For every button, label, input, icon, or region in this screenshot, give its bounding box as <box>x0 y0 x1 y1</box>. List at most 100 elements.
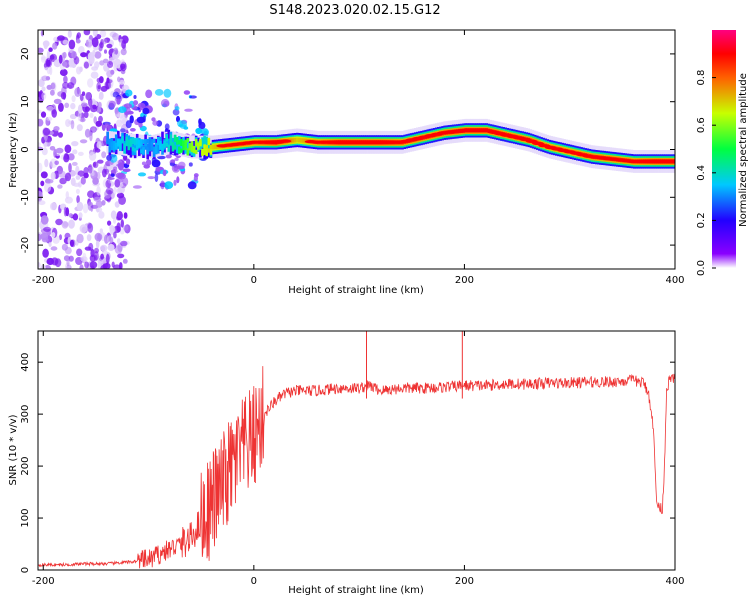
signal-blob <box>154 173 159 183</box>
ridge-segment <box>114 134 118 145</box>
noise-speckle <box>68 162 72 173</box>
noise-speckle <box>71 50 77 59</box>
signal-blob <box>157 155 166 160</box>
ridge-segment <box>142 147 145 155</box>
noise-speckle <box>114 58 122 69</box>
y-tick-label: 300 <box>20 405 31 424</box>
ridge-segment <box>205 136 208 148</box>
noise-speckle <box>79 93 84 102</box>
ridge-segment <box>169 140 173 155</box>
noise-speckle <box>42 248 49 258</box>
ridge-segment <box>117 142 120 147</box>
ridge-segment <box>106 138 109 143</box>
noise-speckle <box>38 47 44 53</box>
noise-speckle <box>82 203 89 214</box>
noise-speckle <box>46 105 54 112</box>
ridge-segment <box>178 140 181 145</box>
noise-speckle <box>38 146 44 151</box>
ridge-segment <box>175 137 179 142</box>
signal-blob <box>106 154 112 161</box>
noise-speckle <box>81 91 86 96</box>
noise-speckle <box>120 219 125 228</box>
signal-blob <box>162 169 167 177</box>
colorbar-ticks: 0.0 0.2 0.4 0.6 0.8 <box>696 70 716 276</box>
y-tick-label: 100 <box>20 508 31 527</box>
signal-blob <box>142 107 150 115</box>
noise-speckle <box>38 109 42 114</box>
noise-speckle <box>46 50 51 61</box>
y-tick-label: 10 <box>20 95 31 108</box>
signal-blob <box>152 120 159 126</box>
signal-blob <box>133 95 137 99</box>
ridge-segment <box>157 137 160 145</box>
noise-speckle <box>40 215 49 225</box>
ridge-segment <box>108 142 112 153</box>
spectrogram-ticks: -200 0 200 400 -20 -10 0 10 20 <box>20 30 685 286</box>
noise-speckle <box>79 224 88 234</box>
ridge-segment <box>184 142 187 150</box>
noise-speckle <box>83 167 89 175</box>
noise-speckle <box>123 212 128 219</box>
ridge-segment <box>207 137 211 145</box>
signal-blob <box>184 108 193 112</box>
noise-speckle <box>82 252 87 261</box>
x-tick-label: 200 <box>455 576 474 587</box>
colorbar-label: Normalized spectral amplitude <box>738 73 749 227</box>
signal-blob <box>138 121 143 128</box>
noise-speckle <box>50 82 56 90</box>
noise-speckle <box>98 76 104 84</box>
signal-blob <box>107 179 111 189</box>
noise-speckle <box>107 61 114 68</box>
signal-blob <box>173 179 177 186</box>
ridge-segment <box>135 137 139 145</box>
noise-speckle <box>95 120 103 127</box>
signal-blob <box>122 177 129 186</box>
noise-speckle <box>38 262 41 268</box>
spectrogram-x-label: Height of straight line (km) <box>288 285 424 296</box>
noise-speckle <box>61 61 68 67</box>
noise-speckle <box>113 264 121 269</box>
noise-speckle <box>71 141 79 147</box>
noise-speckle <box>41 86 46 92</box>
noise-speckle <box>45 57 53 68</box>
y-tick-label: -20 <box>20 237 31 253</box>
noise-speckle <box>106 79 113 84</box>
ridge-segment <box>199 143 202 158</box>
noise-speckle <box>95 239 100 249</box>
signal-blob <box>125 120 132 129</box>
ridge-segment <box>123 133 126 148</box>
ridge-segment <box>161 131 164 146</box>
noise-speckle <box>92 127 96 133</box>
noise-speckle <box>105 253 110 264</box>
noise-speckle <box>116 187 122 194</box>
noise-speckle <box>62 81 69 89</box>
spectrogram-panel: -200 0 200 400 -20 -10 0 10 20 Height of straigh… <box>8 29 685 296</box>
signal-blob <box>165 154 172 159</box>
noise-speckle <box>76 124 83 132</box>
noise-speckle <box>120 63 126 70</box>
noise-speckle <box>92 161 99 169</box>
noise-speckle <box>84 128 91 138</box>
noise-speckle <box>107 243 115 252</box>
noise-speckle <box>112 32 120 41</box>
ridge-segment <box>148 139 152 148</box>
noise-speckle <box>50 246 58 251</box>
spectrogram-image <box>38 30 675 269</box>
noise-speckle <box>96 185 101 196</box>
ridge-segment <box>152 138 156 143</box>
signal-blob <box>160 180 165 190</box>
ridge-segment <box>199 141 202 146</box>
noise-speckle <box>45 179 54 184</box>
signal-blob <box>132 185 142 189</box>
noise-speckle <box>97 101 102 109</box>
noise-speckle <box>38 142 41 147</box>
ridge-segment <box>159 140 162 149</box>
noise-speckle <box>120 240 128 247</box>
spectrogram-y-label: Frequency (Hz) <box>8 112 19 188</box>
noise-speckle <box>99 30 107 38</box>
ridge-segment <box>119 143 122 151</box>
signal-blob <box>143 164 150 169</box>
noise-speckle <box>67 30 72 38</box>
noise-speckle <box>76 233 84 244</box>
